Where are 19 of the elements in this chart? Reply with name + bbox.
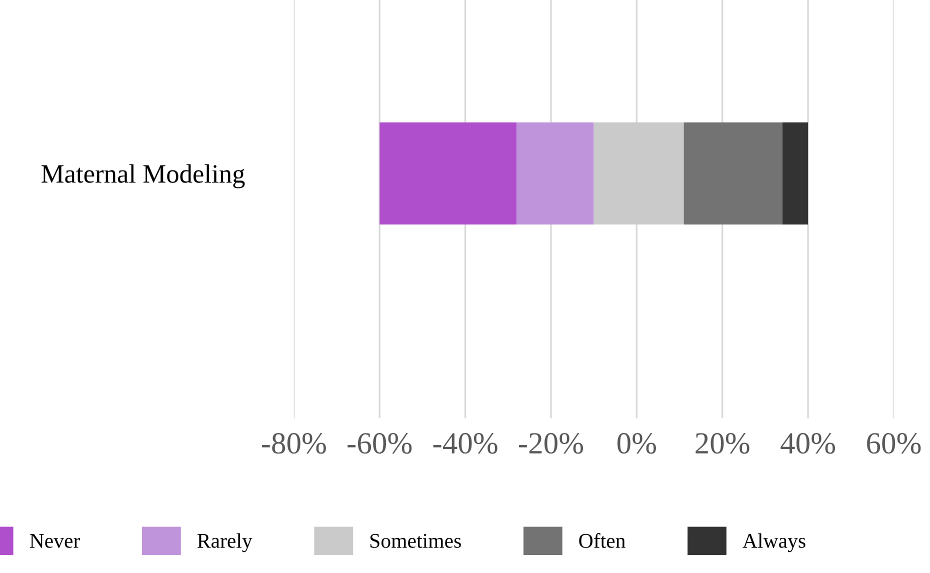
bar — [684, 122, 782, 224]
x-tick-label: -40% — [433, 433, 498, 454]
x-tick-label: 20% — [696, 433, 750, 454]
legend-label: Rarely — [197, 533, 252, 552]
legend-label: Always — [742, 533, 806, 552]
x-tick-label: 40% — [780, 433, 835, 454]
legend-label: Often — [579, 533, 626, 548]
x-tick-label: -80% — [262, 433, 326, 454]
x-tick-label: 60% — [867, 433, 921, 454]
bar — [516, 122, 594, 224]
bar — [380, 122, 517, 224]
x-tick-label: -20% — [519, 433, 584, 454]
bar — [594, 122, 684, 224]
y-tick-label: Maternal Modeling — [42, 164, 245, 188]
bar — [782, 122, 808, 224]
legend-label: Never — [30, 534, 80, 548]
x-tick-label: 0% — [617, 433, 656, 454]
x-tick-label: -60% — [348, 433, 412, 454]
legend-label: Sometimes — [370, 534, 461, 548]
